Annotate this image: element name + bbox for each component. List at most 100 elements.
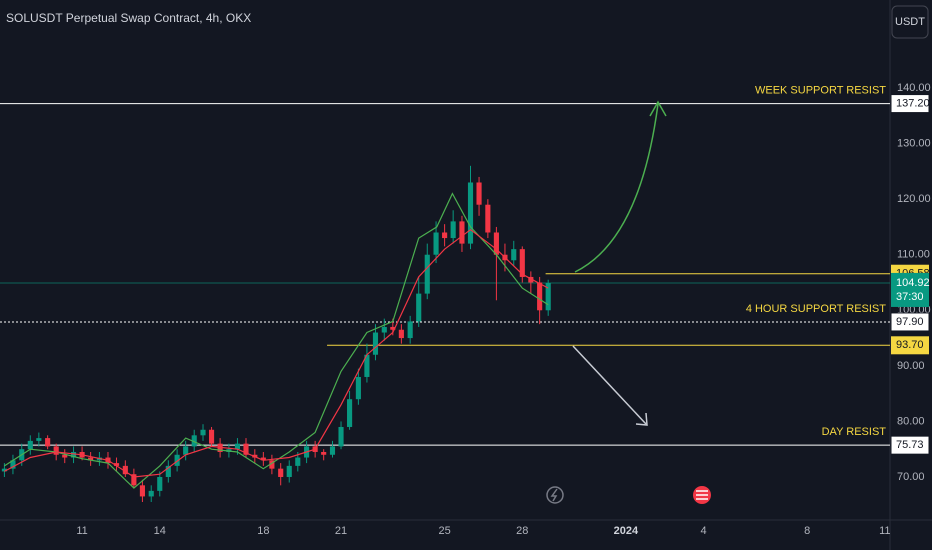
candle-body <box>286 465 292 477</box>
up-arrow <box>574 103 659 273</box>
down-arrow <box>572 345 647 425</box>
x-tick-label: 18 <box>257 525 269 537</box>
x-tick-label: 11 <box>879 525 890 537</box>
event-icon-bolt <box>550 488 558 502</box>
candle-body <box>122 465 128 475</box>
candle-body <box>278 468 284 477</box>
level-price-box <box>890 312 930 332</box>
x-tick-label: 25 <box>438 525 450 537</box>
level-price-box <box>890 94 930 114</box>
candle-body <box>174 454 180 466</box>
candle-body <box>234 443 241 450</box>
candle-body <box>511 249 517 261</box>
event-icon[interactable] <box>546 486 564 504</box>
candle-body <box>424 254 430 294</box>
candle-body <box>450 221 456 239</box>
currency-button[interactable] <box>891 5 929 39</box>
candle-body <box>113 463 120 466</box>
x-tick-label: 28 <box>516 525 528 537</box>
candle-body <box>381 326 387 333</box>
candle-body <box>528 276 534 283</box>
candle-body <box>364 354 370 377</box>
candle-body <box>165 465 171 477</box>
level-price-label: 75.73 <box>896 439 924 451</box>
candle-body <box>53 446 59 455</box>
candle-body <box>329 446 336 455</box>
candle-body <box>467 182 474 244</box>
candle-body <box>200 429 206 436</box>
candle-body <box>493 232 499 255</box>
level-price-label: 93.70 <box>896 339 924 351</box>
candle-body <box>148 490 154 497</box>
y-tick-label: 70.00 <box>897 471 925 483</box>
moving-average <box>4 192 549 489</box>
candle-body <box>260 457 266 461</box>
candle-body <box>416 293 422 322</box>
candle-body <box>131 474 137 486</box>
candle-body <box>459 221 465 244</box>
candle-body <box>62 454 68 458</box>
candle-body <box>407 321 413 339</box>
level-price-box <box>890 435 930 455</box>
level-price-label: 97.90 <box>896 316 924 328</box>
y-tick-label: 80.00 <box>897 415 925 427</box>
candle-body <box>243 443 249 455</box>
candle-body <box>390 326 396 330</box>
candle-body <box>321 451 327 455</box>
level-price-box <box>891 336 929 355</box>
candle-body <box>338 426 344 447</box>
plot <box>0 103 890 502</box>
y-tick-label: 110.00 <box>897 249 930 261</box>
up-arrow-head <box>649 100 667 117</box>
candle-body <box>27 440 33 450</box>
flag-icon-stripes <box>696 490 708 500</box>
x-tick-label: 2024 <box>614 525 639 537</box>
candle-body <box>36 438 42 441</box>
y-tick-label: 130.00 <box>897 137 931 149</box>
last-price-label: 104.92 <box>896 277 930 289</box>
level-text: WEEK SUPPORT RESIST <box>755 84 886 96</box>
x-tick-label: 14 <box>154 525 166 537</box>
candle-body <box>433 232 439 255</box>
candle-body <box>442 232 448 239</box>
candle-body <box>347 399 353 427</box>
last-price-box <box>891 272 929 307</box>
y-tick-label: 90.00 <box>897 360 925 372</box>
candle-body <box>45 438 51 447</box>
candle-body <box>269 460 275 469</box>
candle-body <box>476 182 482 205</box>
candle-body <box>295 457 301 466</box>
candle-body <box>372 332 379 355</box>
candle-body <box>70 451 77 458</box>
candle-body <box>88 457 94 461</box>
candle-body <box>157 476 163 491</box>
chart-title: SOLUSDT Perpetual Swap Contract, 4h, OKX <box>6 11 251 25</box>
moving-average <box>4 228 549 478</box>
x-tick-label: 4 <box>700 525 706 537</box>
candle-body <box>398 329 404 339</box>
x-tick-label: 21 <box>335 525 347 537</box>
candle-body <box>191 435 197 447</box>
x-tick-label: 11 <box>76 525 87 537</box>
level-text: 4 HOUR SUPPORT RESIST <box>746 303 886 315</box>
candle-body <box>10 460 16 469</box>
level-text: DAY RESIST <box>822 426 887 438</box>
countdown-label: 37:30 <box>896 291 924 303</box>
currency-label[interactable]: USDT <box>895 16 925 28</box>
candle-body <box>139 485 145 497</box>
candle-body <box>183 446 189 455</box>
candle-body <box>545 282 551 311</box>
down-arrow-head <box>635 412 648 426</box>
candle-body <box>485 204 491 233</box>
candle-body <box>519 249 525 277</box>
level-price-label: 137.20 <box>896 97 930 109</box>
y-tick-label: 140.00 <box>897 82 931 94</box>
candle-body <box>537 282 543 311</box>
x-tick-label: 8 <box>804 525 810 537</box>
candle-body <box>208 429 215 444</box>
candle-body <box>355 376 361 400</box>
candle-body <box>1 468 7 472</box>
y-tick-label: 120.00 <box>897 193 931 205</box>
